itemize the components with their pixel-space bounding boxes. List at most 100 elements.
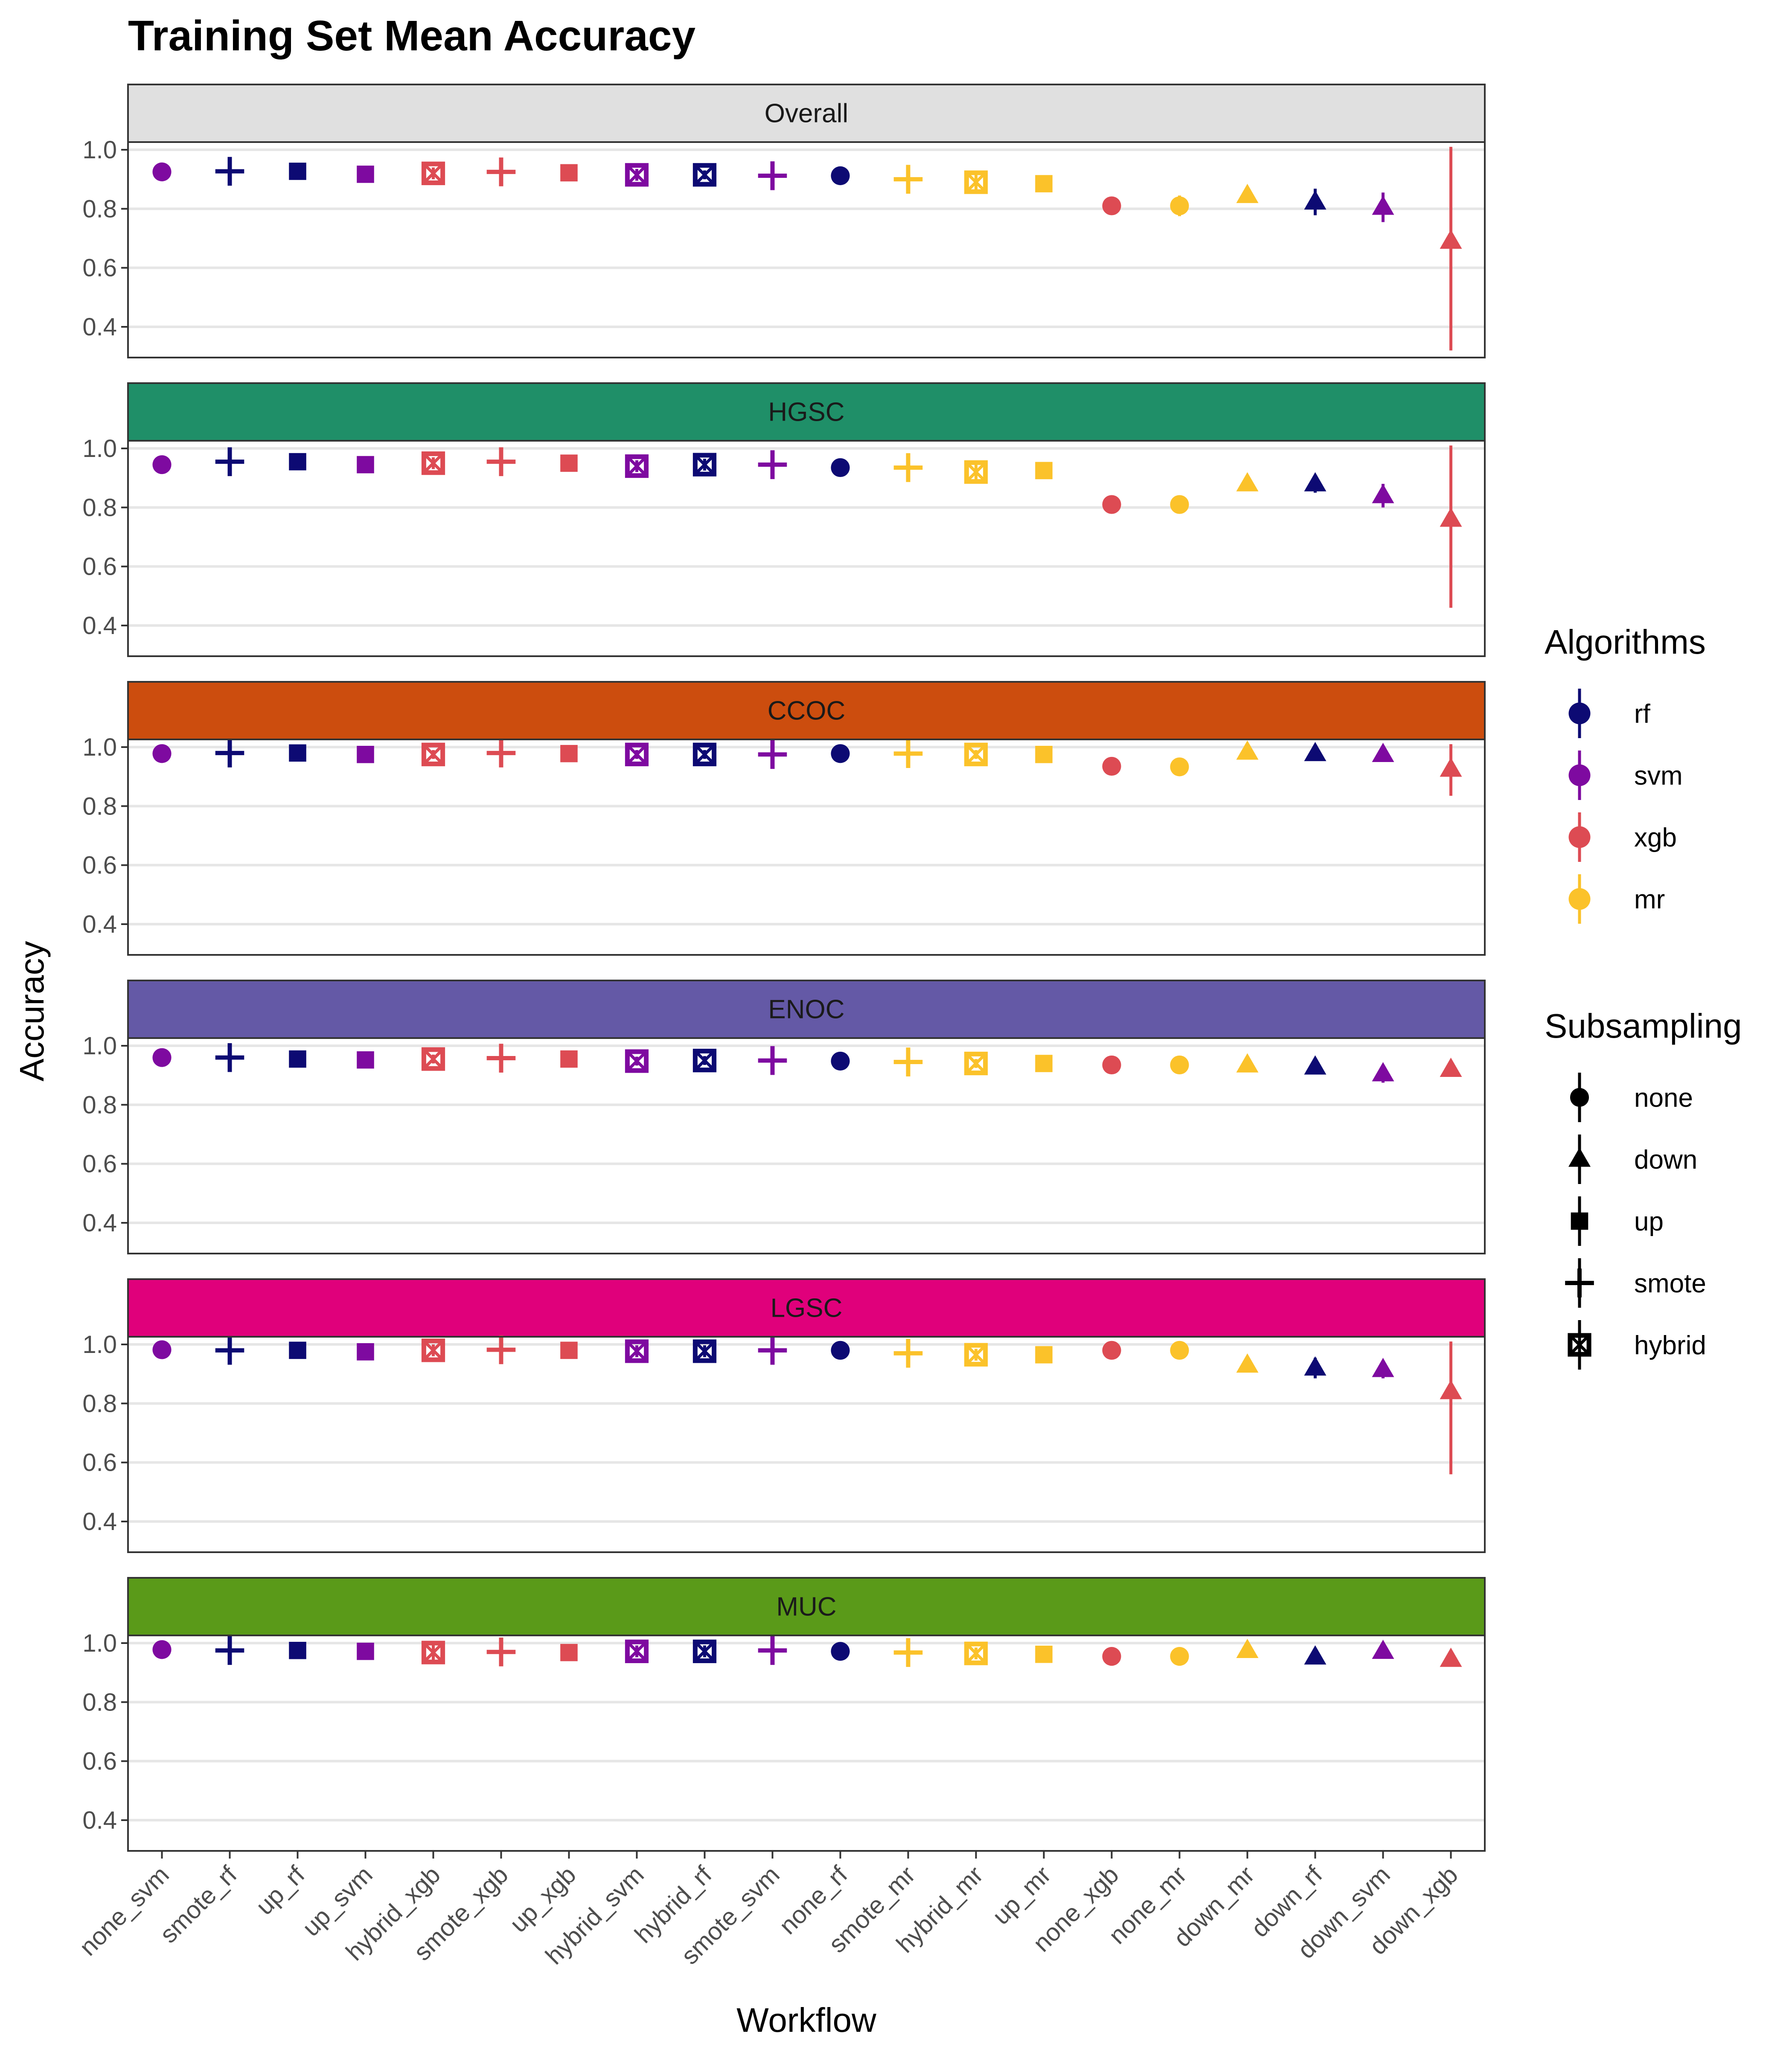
data-point [357, 1343, 374, 1361]
facet-panel-overall: Overall 0.4 0.6 0.8 1.0 [82, 84, 1486, 358]
data-point [1304, 1356, 1327, 1376]
data-point [215, 1043, 244, 1072]
chart-title: Training Set Mean Accuracy [128, 12, 695, 60]
data-point [152, 1048, 172, 1067]
data-point [1304, 1645, 1327, 1665]
data-point [1440, 230, 1462, 249]
data-point [289, 453, 306, 471]
data-point [560, 164, 578, 182]
x-tick-label: none_svm [74, 1861, 175, 1961]
facet-strip [127, 980, 1486, 1039]
data-point [964, 742, 988, 766]
data-point [1372, 484, 1394, 503]
data-point [893, 1638, 923, 1667]
y-tick-label: 0.4 [82, 313, 117, 341]
legend-item-up: up [1571, 1196, 1664, 1246]
facet-strip [127, 1278, 1486, 1338]
y-tick-label: 0.4 [82, 1807, 117, 1834]
legend-item-label: smote [1634, 1269, 1706, 1298]
plot-area [128, 441, 1485, 656]
data-point [1440, 1647, 1462, 1667]
legend-item-xgb: xgb [1568, 812, 1677, 862]
data-point [831, 744, 850, 763]
data-point [486, 447, 516, 476]
y-tick-label: 1.0 [82, 1331, 117, 1359]
y-tick-label: 1.0 [82, 1032, 117, 1060]
data-point [560, 1341, 578, 1359]
facet-panels: Overall 0.4 0.6 0.8 1.0 HGSC 0.4 0.6 0.8 1.0 CCOC 0… [82, 84, 1486, 1852]
data-point [1035, 1646, 1053, 1663]
data-point [1372, 1639, 1394, 1659]
data-point [1236, 1053, 1259, 1073]
data-point [1440, 757, 1462, 777]
y-tick-label: 0.8 [82, 792, 117, 820]
plot-area [128, 739, 1485, 955]
facet-panel-ccoc: CCOC 0.4 0.6 0.8 1.0 [82, 681, 1486, 956]
data-point [215, 157, 244, 186]
facet-strip-label: Overall [765, 99, 848, 128]
legend-item-rf: rf [1568, 689, 1651, 738]
y-axis-title: Accuracy [13, 941, 51, 1082]
data-point [1170, 495, 1189, 514]
plot-border [127, 141, 1486, 358]
data-point [1372, 1358, 1394, 1377]
data-point [1304, 472, 1327, 492]
data-point [289, 744, 306, 762]
legend-item-down: down [1568, 1135, 1697, 1184]
data-point [692, 453, 717, 477]
y-tick-label: 1.0 [82, 435, 117, 463]
data-point [215, 1636, 244, 1665]
y-tick-label: 0.8 [82, 1688, 117, 1716]
facet-strip [127, 681, 1486, 740]
legend-item-label: mr [1634, 885, 1665, 914]
data-point [1440, 1380, 1462, 1399]
facet-strip-label: ENOC [768, 995, 844, 1024]
y-tick-label: 0.4 [82, 1508, 117, 1536]
data-point [421, 1047, 445, 1071]
legend-item-label: down [1634, 1145, 1697, 1175]
data-point [215, 447, 244, 476]
y-tick-label: 0.6 [82, 1449, 117, 1477]
data-point [831, 166, 850, 185]
data-point [893, 739, 923, 768]
data-point [625, 1339, 649, 1363]
data-point [421, 451, 445, 475]
facet-strip-label: CCOC [768, 696, 846, 726]
data-point [758, 1636, 787, 1665]
legend-item-label: hybrid [1634, 1331, 1706, 1360]
legend-item-svm: svm [1568, 751, 1683, 800]
y-tick-label: 0.4 [82, 1209, 117, 1237]
data-point [560, 1050, 578, 1068]
data-point [1170, 757, 1189, 777]
legend-item-label: xgb [1634, 823, 1677, 852]
plot-border [127, 1635, 1486, 1852]
data-point [1035, 462, 1053, 480]
plot-border [127, 1336, 1486, 1553]
data-point [964, 1641, 988, 1665]
data-point [421, 742, 445, 766]
data-point [831, 458, 850, 477]
data-point [893, 165, 923, 194]
data-point [625, 454, 649, 478]
data-point [1102, 756, 1121, 776]
data-point [692, 742, 717, 766]
data-point [1440, 507, 1462, 527]
legend-key-point [1568, 702, 1591, 724]
data-point [625, 742, 649, 766]
data-point [1236, 183, 1259, 203]
legend-item-hybrid: hybrid [1568, 1320, 1706, 1370]
data-point [1170, 1647, 1189, 1666]
legend-item-smote: smote [1565, 1258, 1706, 1308]
legend-key-shape [1570, 1088, 1589, 1107]
legend-item-label: none [1634, 1083, 1693, 1113]
data-point [1102, 1647, 1121, 1666]
data-point [560, 745, 578, 762]
data-point [357, 1643, 374, 1660]
y-tick-label: 0.6 [82, 553, 117, 581]
plot-border [127, 440, 1486, 657]
facet-strip [127, 1577, 1486, 1636]
data-point [152, 1340, 172, 1359]
data-point [964, 170, 988, 194]
data-point [625, 163, 649, 187]
facet-strip-label: MUC [776, 1592, 836, 1622]
